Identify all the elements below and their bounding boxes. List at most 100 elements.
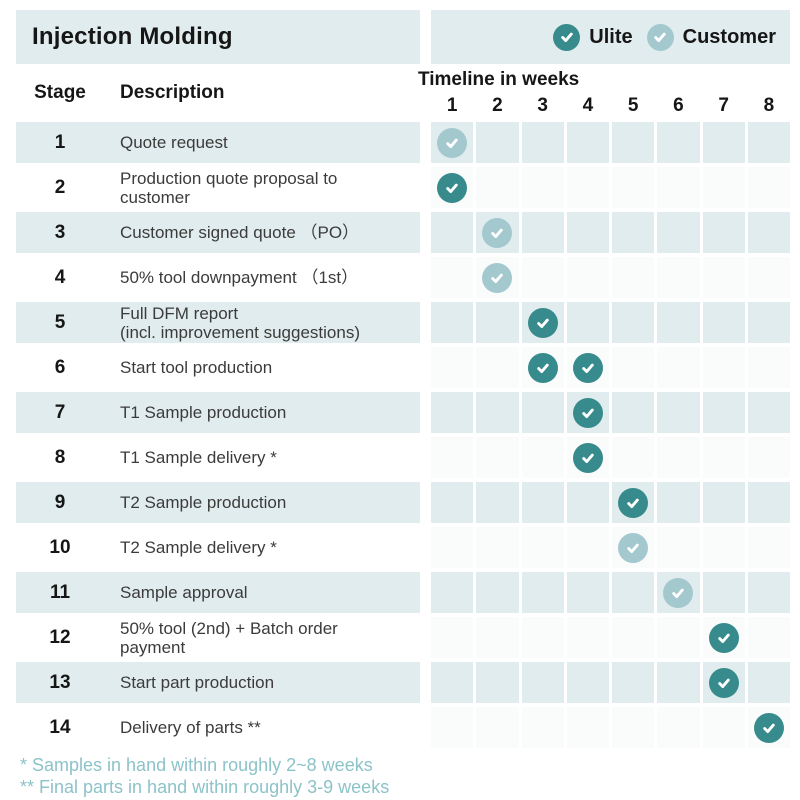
row-week-cells (431, 617, 790, 658)
week-cell (702, 302, 745, 343)
week-cell (612, 347, 655, 388)
week-cell (702, 392, 745, 433)
row-week-cells (431, 572, 790, 613)
week-cell (702, 527, 745, 568)
week-cell (702, 572, 745, 613)
ulite-check-icon (437, 172, 468, 203)
week-cell (476, 617, 519, 658)
week-cell (657, 212, 700, 253)
stage-number: 7 (54, 401, 66, 423)
row-week-cells (431, 527, 790, 568)
week-cell (431, 212, 474, 253)
page-title: Injection Molding (32, 23, 233, 50)
week-cell (612, 212, 655, 253)
stage-number: 4 (54, 266, 66, 288)
week-cell (612, 482, 655, 523)
row-week-cells (431, 707, 790, 748)
week-cell (476, 527, 519, 568)
customer-check-icon (663, 577, 694, 608)
week-cell (612, 572, 655, 613)
week-number: 6 (673, 95, 684, 116)
week-cell (521, 437, 564, 478)
week-cell (431, 527, 474, 568)
week-cell (521, 257, 564, 298)
week-cell (521, 392, 564, 433)
row-week-cells (431, 392, 790, 433)
stage-number: 14 (49, 716, 71, 738)
stage-number: 1 (54, 131, 66, 153)
table-row: 11 Sample approval (16, 572, 790, 613)
week-cell (431, 302, 474, 343)
week-cell (612, 302, 655, 343)
week-cell (521, 167, 564, 208)
week-cell (702, 437, 745, 478)
customer-check-icon (482, 262, 513, 293)
week-number: 1 (446, 95, 458, 116)
week-cell (431, 257, 474, 298)
week-cell (747, 347, 790, 388)
week-cell (702, 122, 745, 163)
week-cell (431, 482, 474, 523)
week-cell (566, 662, 609, 703)
footnote-final-parts: ** Final parts in hand within roughly 3-… (20, 777, 390, 797)
week-cell (747, 662, 790, 703)
week-cell (612, 167, 655, 208)
week-cell (747, 707, 790, 748)
week-cell (566, 212, 609, 253)
row-left-band: 2 Production quote proposal to customer (16, 167, 420, 208)
ulite-check-icon (572, 442, 603, 473)
week-cell (702, 167, 745, 208)
stage-number: 2 (54, 176, 66, 198)
stage-number: 12 (49, 626, 71, 648)
ulite-check-icon (753, 712, 784, 743)
week-cell (657, 437, 700, 478)
week-number: 2 (492, 95, 503, 116)
week-cell (702, 617, 745, 658)
week-cell (612, 122, 655, 163)
legend-label-ulite: Ulite (589, 25, 633, 48)
week-cell (657, 482, 700, 523)
week-cell (747, 122, 790, 163)
week-cell (476, 212, 519, 253)
column-header: Stage Description Timeline in weeks 1 2 3 4… (16, 64, 790, 122)
row-left-band: 5 Full DFM report (incl. improvement sug… (16, 302, 420, 343)
week-number: 5 (627, 95, 639, 116)
week-cell (521, 347, 564, 388)
week-cell (521, 122, 564, 163)
week-cell (747, 437, 790, 478)
week-cell (747, 482, 790, 523)
ulite-check-icon (527, 307, 558, 338)
footnotes: * Samples in hand within roughly 2~8 wee… (16, 754, 790, 798)
week-cell (657, 302, 700, 343)
row-week-cells (431, 122, 790, 163)
week-cell (566, 122, 609, 163)
week-cell (431, 347, 474, 388)
row-left-band: 11 Sample approval (16, 572, 420, 613)
row-left-band: 10 T2 Sample delivery * (16, 527, 420, 568)
week-cell (702, 257, 745, 298)
stage-number: 10 (49, 536, 71, 558)
week-cell (566, 167, 609, 208)
week-cell (566, 482, 609, 523)
title-band: Injection Molding (16, 10, 420, 64)
ulite-check-icon (708, 622, 739, 653)
week-cell (566, 347, 609, 388)
week-cell (702, 212, 745, 253)
header: Injection Molding Ulite Customer (16, 10, 790, 64)
week-cell (566, 392, 609, 433)
week-cell (476, 707, 519, 748)
week-cell (702, 482, 745, 523)
table-row: 14 Delivery of parts ** (16, 707, 790, 748)
stage-rows: 1 Quote request 2 Production quote propo… (16, 122, 790, 748)
stage-description: Start part production (120, 673, 275, 692)
stage-description: Delivery of parts ** (120, 718, 261, 737)
row-left-band: 9 T2 Sample production (16, 482, 420, 523)
week-cell (566, 302, 609, 343)
week-cell (657, 707, 700, 748)
week-cell (476, 482, 519, 523)
week-cell (702, 707, 745, 748)
week-cell (521, 617, 564, 658)
week-number: 8 (763, 95, 775, 116)
week-cell (566, 707, 609, 748)
